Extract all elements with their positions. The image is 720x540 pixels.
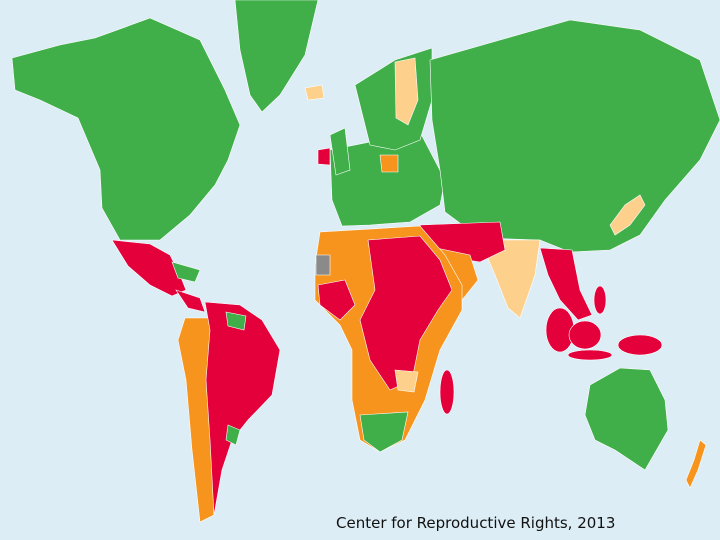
java	[567, 349, 613, 361]
india	[479, 239, 541, 319]
borneo	[568, 320, 602, 350]
australia	[584, 367, 669, 471]
guianas	[225, 311, 247, 331]
greenland	[234, 0, 319, 113]
asia	[429, 19, 720, 253]
caribbean	[171, 261, 201, 283]
countries	[11, 0, 720, 523]
uruguay	[225, 424, 241, 446]
europe	[329, 131, 446, 227]
mexico	[111, 239, 187, 297]
japan	[609, 194, 646, 236]
britain	[329, 127, 351, 176]
central-america	[175, 289, 206, 313]
west-africa	[317, 279, 356, 321]
source-caption: Center for Reproductive Rights, 2013	[336, 514, 615, 532]
south-africa	[359, 411, 409, 453]
madagascar	[439, 369, 455, 415]
new-zealand	[685, 439, 707, 489]
western-sahara	[315, 254, 331, 276]
new-guinea	[617, 334, 663, 356]
north-america	[11, 17, 241, 241]
southeast-asia	[539, 247, 593, 321]
central-africa	[359, 235, 453, 391]
iceland	[304, 84, 325, 101]
ireland	[317, 147, 331, 166]
finland	[394, 57, 419, 126]
poland	[379, 154, 399, 173]
zambia	[394, 369, 419, 393]
philippines	[593, 285, 607, 315]
